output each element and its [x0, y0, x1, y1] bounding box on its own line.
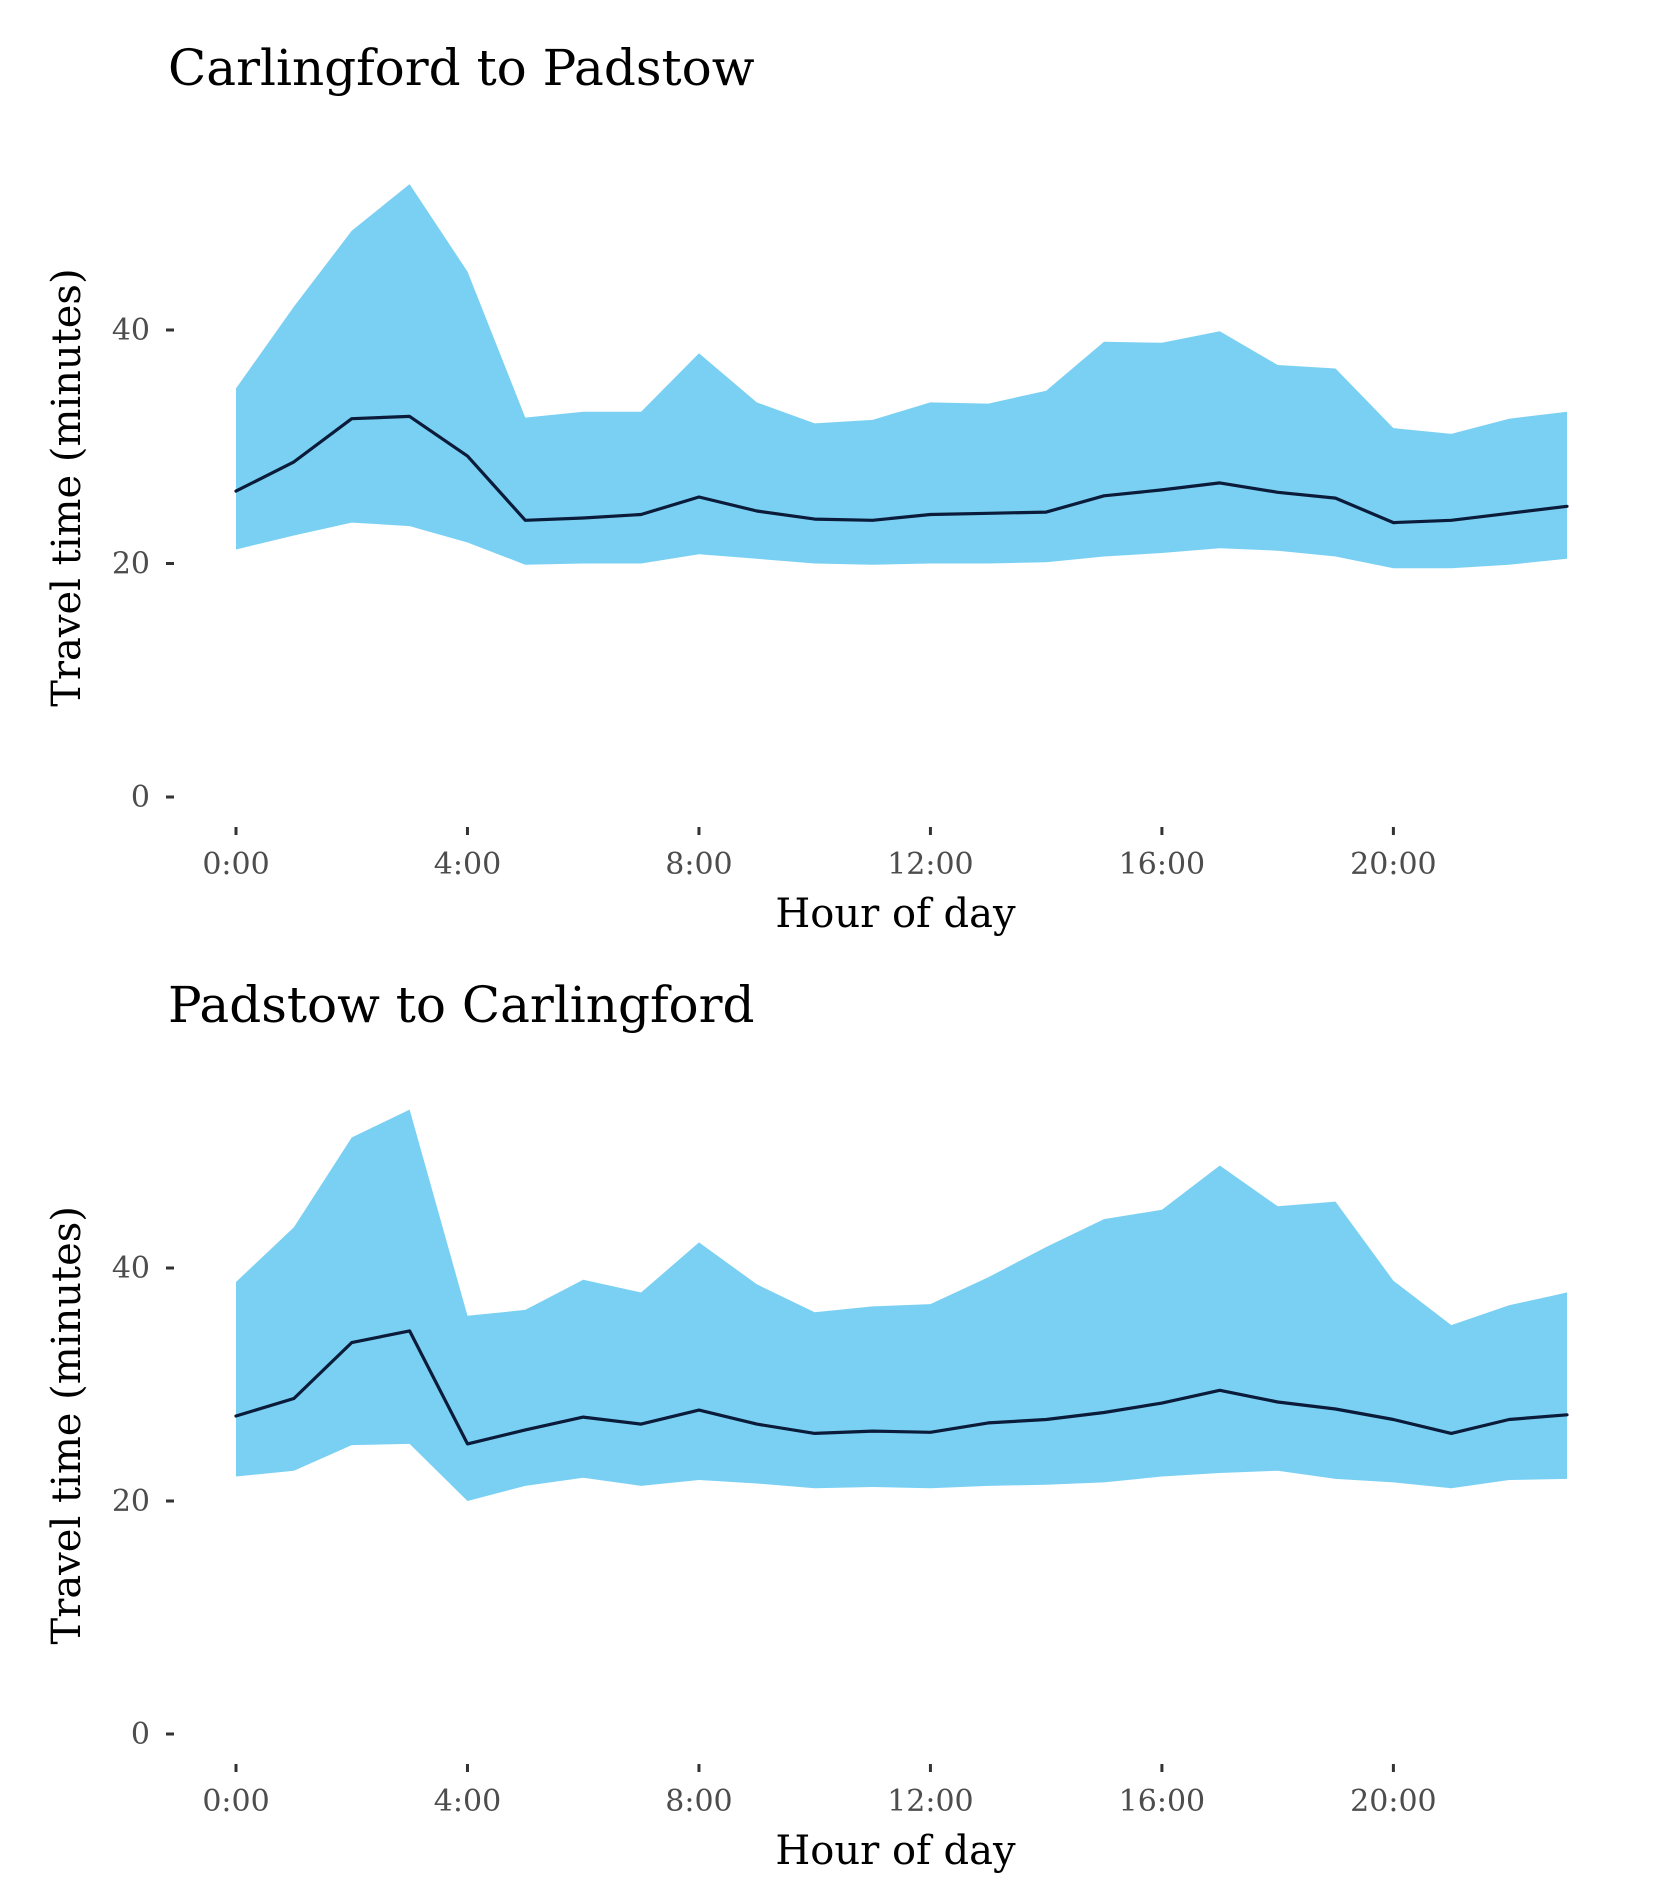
x-axis-title: Hour of day — [775, 1828, 1016, 1874]
chart-title: Padstow to Carlingford — [168, 976, 755, 1034]
x-tick-label: 12:00 — [887, 1784, 973, 1819]
x-tick-label: 20:00 — [1350, 847, 1436, 882]
x-tick-label: 8:00 — [665, 847, 732, 882]
median-line — [234, 414, 1569, 525]
y-tick-label: 20 — [112, 1484, 150, 1519]
chart-panel-padstow-to-carlingford: Padstow to Carlingford 0 20 40 0:00 4:00 8:00 1… — [44, 976, 1569, 1874]
x-tick-label: 20:00 — [1350, 1784, 1436, 1819]
range-band — [236, 1109, 1567, 1501]
chart-title: Carlingford to Padstow — [168, 39, 755, 97]
y-tick-label: 40 — [112, 1251, 150, 1286]
x-tick-label: 16:00 — [1119, 847, 1205, 882]
x-tick-label: 0:00 — [202, 1784, 269, 1819]
x-tick-label: 12:00 — [887, 847, 973, 882]
x-tick-label: 8:00 — [665, 1784, 732, 1819]
y-tick-label: 20 — [112, 547, 150, 582]
y-axis-title: Travel time (minutes) — [44, 268, 90, 706]
median-line — [234, 1329, 1569, 1446]
x-tick-label: 0:00 — [202, 847, 269, 882]
y-tick-label: 40 — [112, 313, 150, 348]
x-tick-label: 4:00 — [434, 1784, 501, 1819]
x-axis-title: Hour of day — [775, 891, 1016, 937]
x-tick-label: 4:00 — [434, 847, 501, 882]
range-band — [236, 184, 1567, 569]
chart-panel-carlingford-to-padstow: Carlingford to Padstow 0 20 40 0:00 4:00 8:00 1… — [44, 39, 1569, 937]
y-tick-label: 0 — [131, 780, 150, 815]
y-tick-label: 0 — [131, 1717, 150, 1752]
x-tick-label: 16:00 — [1119, 1784, 1205, 1819]
y-axis-title: Travel time (minutes) — [44, 1206, 90, 1644]
